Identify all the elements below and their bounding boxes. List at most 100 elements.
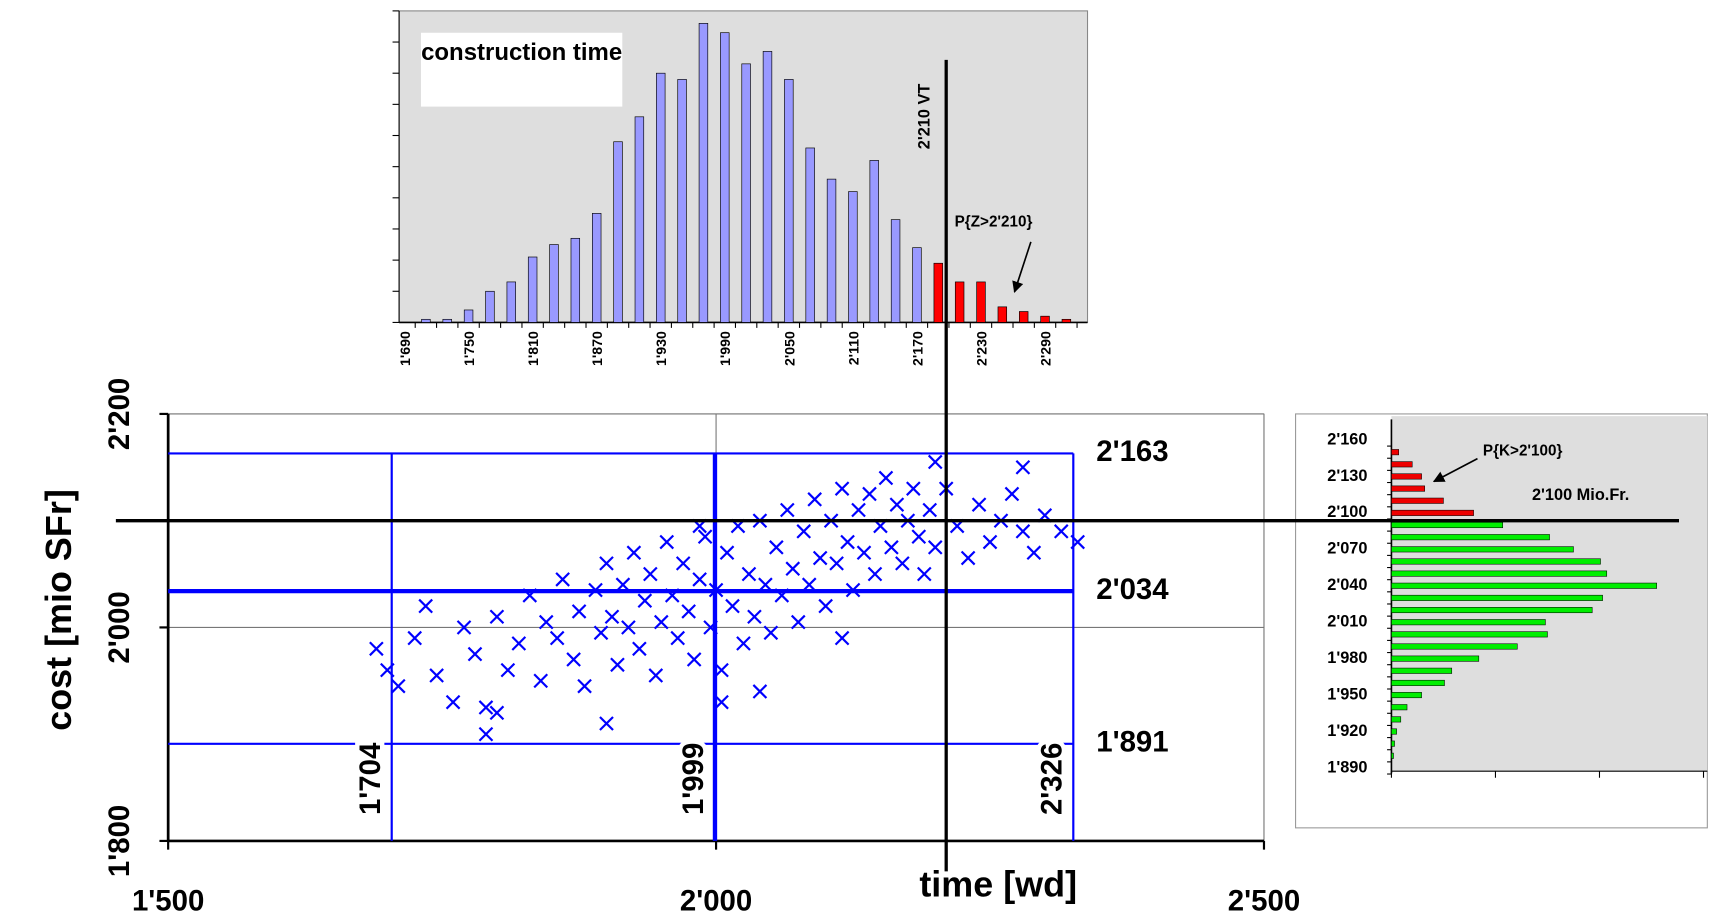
scatter-point — [895, 556, 910, 571]
bar — [997, 306, 1008, 323]
bar — [1391, 534, 1550, 541]
bar — [1391, 485, 1425, 492]
scatter-point — [960, 550, 976, 566]
scatter-point — [489, 705, 505, 721]
bar — [549, 244, 559, 323]
bar — [698, 23, 709, 323]
y-tick-label: 2'130 — [1327, 467, 1367, 485]
bar — [976, 281, 986, 323]
scatter-point — [429, 668, 444, 683]
scatter-point — [538, 614, 554, 630]
bar — [1391, 473, 1422, 480]
cost-hist-plot-area — [1391, 416, 1708, 772]
bar — [485, 290, 495, 323]
scatter-point — [533, 673, 549, 689]
bar — [805, 147, 815, 323]
y-tick-label: 1'800 — [103, 805, 136, 877]
scatter-point — [577, 678, 592, 694]
scatter-point — [971, 497, 987, 512]
scatter-point — [779, 502, 795, 518]
bar — [1391, 716, 1402, 723]
x-tick-label: 1'750 — [462, 331, 478, 366]
x-tick-label: 2'000 — [680, 885, 752, 915]
bar — [463, 309, 474, 323]
bar — [1391, 643, 1518, 650]
bar — [1391, 449, 1399, 456]
bar — [848, 191, 858, 323]
scatter-point — [632, 641, 647, 657]
bar — [1391, 667, 1453, 674]
x-tick-label: 1'690 — [398, 331, 414, 366]
reference-label: 2'326 — [1035, 743, 1068, 815]
scatter-point — [604, 609, 620, 625]
scatter-point — [467, 646, 483, 662]
bar — [741, 63, 751, 323]
scatter-point — [549, 630, 565, 646]
hist-title: construction time — [420, 32, 623, 107]
scatter-point — [407, 630, 423, 646]
bar — [1019, 311, 1029, 323]
scatter-point — [1053, 524, 1069, 539]
scatter-point — [927, 540, 943, 555]
scatter-point — [369, 641, 384, 657]
bar — [656, 72, 666, 323]
y-tick-label: 2'040 — [1327, 576, 1367, 594]
scatter-point — [807, 492, 823, 507]
bar — [1391, 582, 1657, 589]
scatter-point — [906, 481, 921, 496]
scatter-point — [834, 481, 850, 496]
scatter-point — [763, 625, 779, 641]
reference-label: 2'034 — [1096, 573, 1169, 606]
scatter-point — [862, 486, 877, 502]
scatter-point — [818, 598, 833, 614]
bar — [1391, 570, 1608, 577]
y-tick-label: 2'100 — [1327, 503, 1367, 521]
scatter-point — [599, 556, 614, 571]
scatter-point — [719, 545, 735, 561]
bar — [634, 116, 645, 323]
bar — [720, 32, 730, 323]
x-tick-label: 1'500 — [132, 885, 204, 915]
scatter-point — [790, 614, 806, 630]
bar — [592, 213, 602, 323]
scatter-point — [511, 636, 527, 651]
scatter-point — [834, 630, 850, 646]
scatter-point — [856, 545, 872, 561]
scatter-point — [478, 700, 494, 715]
y-tick-label: 1'920 — [1327, 722, 1367, 740]
scatter-point — [752, 684, 768, 699]
scatter-point — [445, 694, 461, 710]
bar — [1391, 655, 1480, 662]
crosshair-label: 2'210 VT — [916, 84, 934, 150]
y-tick-label: 1'950 — [1327, 685, 1367, 703]
bar — [527, 256, 538, 323]
scatter-point — [653, 614, 669, 630]
bar — [890, 219, 901, 323]
scatter-point — [626, 545, 642, 561]
scatter-point — [681, 604, 696, 619]
scatter-point — [593, 625, 609, 641]
y-tick-label: 2'200 — [103, 378, 136, 450]
reference-label: 2'163 — [1096, 435, 1168, 468]
scatter-point — [571, 604, 587, 619]
scatter-point — [686, 652, 702, 667]
scatter-point — [867, 566, 883, 582]
bar — [1391, 558, 1601, 565]
scatter-point — [741, 566, 757, 582]
scatter-point — [489, 609, 505, 625]
bar — [912, 247, 922, 323]
x-tick-label: 2'050 — [782, 331, 798, 366]
bar — [1391, 522, 1504, 529]
bar — [1391, 728, 1397, 735]
reference-label: 1'891 — [1096, 726, 1168, 759]
bar — [933, 262, 943, 323]
scatter-point — [637, 593, 653, 609]
bar — [1391, 740, 1395, 747]
scatter-point — [829, 556, 844, 571]
bar — [1061, 318, 1072, 323]
x-tick-label: 1'930 — [654, 331, 670, 366]
bar — [954, 281, 965, 323]
scatter-point — [643, 566, 658, 582]
x-tick-label: 1'810 — [526, 331, 542, 366]
